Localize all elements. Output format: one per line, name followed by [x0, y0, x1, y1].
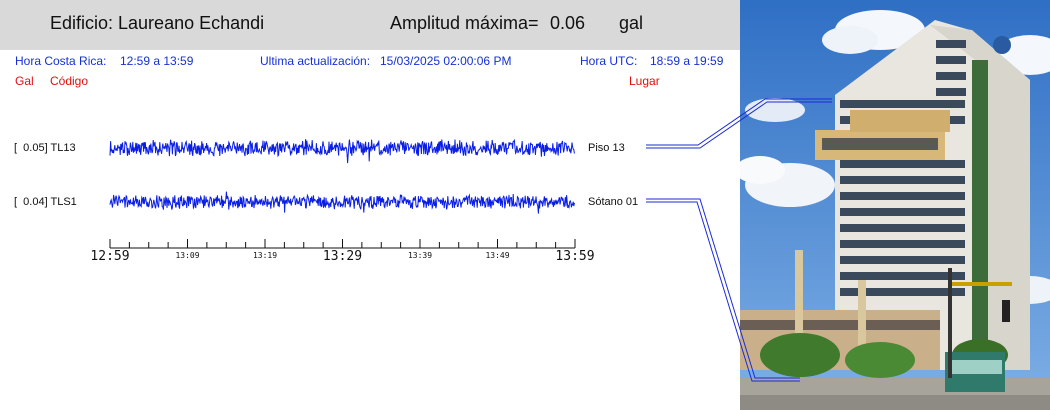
time-axis-label: 13:39 [407, 251, 433, 260]
building-photo [740, 0, 1050, 410]
utc-time-range: 18:59 a 19:59 [650, 54, 724, 68]
code-column-header: Código [50, 74, 89, 88]
time-axis-label: 13:19 [252, 251, 278, 260]
building-name: Edificio: Laureano Echandi [50, 13, 265, 33]
channel-label-tl13: [ 0.05] TL13 [14, 142, 76, 154]
amplitude-value: 0.06 [550, 13, 586, 33]
update-label: Ultima actualización: [260, 54, 371, 68]
time-axis-label: 13:49 [485, 251, 510, 260]
place-sotano-01: Sótano 01 [588, 196, 639, 208]
place-column-header: Lugar [629, 74, 660, 88]
amplitude-unit: gal [619, 13, 644, 33]
cr-time-label: Hora Costa Rica: [15, 54, 107, 68]
amplitude-label: Amplitud máxima= [390, 13, 539, 33]
cr-time-range: 12:59 a 13:59 [120, 54, 194, 68]
channel-label-tls1: [ 0.04] TLS1 [14, 196, 77, 208]
time-axis-label: 13:59 [555, 249, 595, 264]
time-axis-label: 13:09 [175, 251, 200, 260]
header-bar: Edificio: Laureano Echandi Amplitud máxi… [0, 0, 740, 50]
seismic-trace-1 [109, 191, 575, 214]
time-axis-label: 13:29 [322, 249, 363, 264]
place-piso-13: Piso 13 [588, 142, 625, 154]
seismogram-plot [109, 138, 576, 249]
update-value: 15/03/2025 02:00:06 PM [380, 54, 512, 68]
gal-column-header: Gal [15, 74, 34, 88]
time-axis-label: 12:59 [90, 249, 130, 264]
seismic-traces [109, 138, 575, 214]
seismic-trace-0 [109, 138, 575, 164]
time-axis [109, 239, 576, 249]
utc-time-label: Hora UTC: [580, 54, 638, 68]
